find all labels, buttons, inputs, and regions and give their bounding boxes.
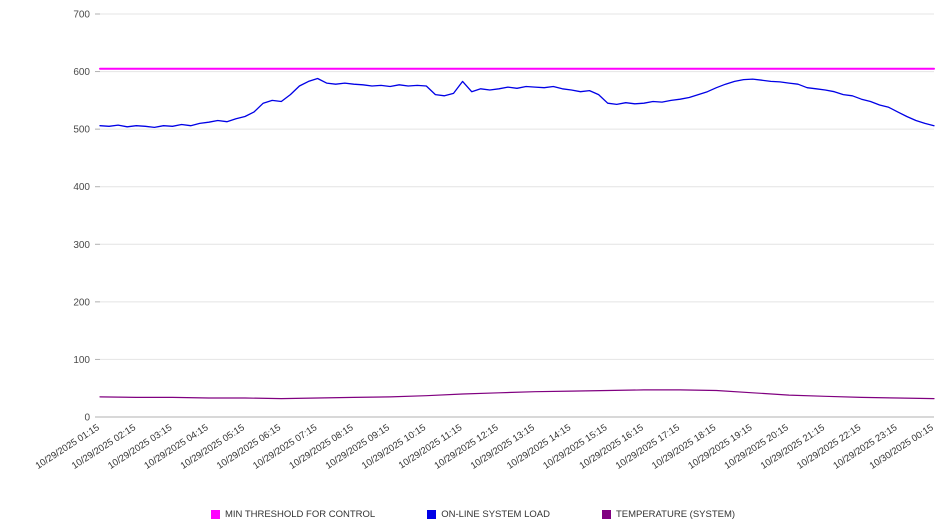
x-axis-tick-label: 10/29/2025 17:15 [614, 422, 682, 472]
legend-item-min-threshold-for-control: MIN THRESHOLD FOR CONTROL [210, 509, 376, 520]
y-axis-tick-label: 200 [73, 297, 90, 308]
x-axis-tick-label: 10/29/2025 14:15 [505, 422, 573, 472]
x-axis-tick-label: 10/29/2025 09:15 [324, 422, 392, 472]
x-axis-tick-label: 10/29/2025 10:15 [360, 422, 428, 472]
x-axis-tick-label: 10/29/2025 01:15 [34, 422, 102, 472]
x-axis-tick-label: 10/29/2025 22:15 [795, 422, 863, 472]
legend-label: ON-LINE SYSTEM LOAD [441, 509, 550, 520]
legend-label: TEMPERATURE (SYSTEM) [615, 509, 736, 520]
x-axis-tick-label: 10/29/2025 15:15 [541, 422, 609, 472]
x-axis-tick-label: 10/30/2025 00:15 [868, 422, 936, 472]
x-axis-tick-label: 10/29/2025 18:15 [650, 422, 718, 472]
y-axis-tick-label: 500 [73, 125, 90, 136]
y-axis-tick-label: 400 [73, 182, 90, 193]
legend-swatch-icon [427, 510, 437, 519]
x-axis-tick-label: 10/29/2025 06:15 [215, 422, 283, 472]
series-line-temperature-system [99, 389, 935, 400]
x-axis-tick-label: 10/29/2025 13:15 [469, 422, 537, 472]
x-axis-tick-label: 10/29/2025 11:15 [397, 422, 464, 471]
chart-legend: MIN THRESHOLD FOR CONTROL ON-LINE SYSTEM … [0, 509, 946, 520]
x-axis-tick-label: 10/29/2025 02:15 [70, 422, 138, 472]
x-axis-tick-label: 10/29/2025 21:15 [759, 422, 827, 472]
legend-swatch-icon [601, 510, 611, 519]
legend-label: MIN THRESHOLD FOR CONTROL [224, 509, 376, 520]
x-axis-tick-label: 10/29/2025 08:15 [287, 422, 355, 472]
y-axis-tick-label: 700 [73, 10, 90, 21]
y-axis-tick-label: 600 [73, 67, 90, 78]
x-axis-tick-label: 10/29/2025 07:15 [251, 422, 319, 472]
x-axis-tick-label: 10/29/2025 16:15 [578, 422, 646, 472]
x-axis-tick-label: 10/29/2025 04:15 [142, 422, 210, 472]
legend-item-temperature-system: TEMPERATURE (SYSTEM) [601, 509, 736, 520]
x-axis-tick-label: 10/29/2025 12:15 [432, 422, 500, 472]
x-axis-tick-label: 10/29/2025 03:15 [106, 422, 174, 472]
x-axis-tick-label: 10/29/2025 20:15 [723, 422, 791, 472]
legend-swatch-icon [210, 510, 220, 519]
x-axis-tick-label: 10/29/2025 05:15 [179, 422, 247, 472]
legend-item-on-line-system-load: ON-LINE SYSTEM LOAD [427, 509, 550, 520]
x-axis-tick-label: 10/29/2025 19:15 [686, 422, 754, 472]
y-axis-tick-label: 300 [73, 240, 90, 251]
y-axis-tick-label: 0 [84, 413, 90, 424]
x-axis-tick-label: 10/29/2025 23:15 [831, 422, 899, 472]
y-axis-tick-label: 100 [73, 355, 90, 366]
series-line-on-line-system-load [99, 77, 935, 129]
